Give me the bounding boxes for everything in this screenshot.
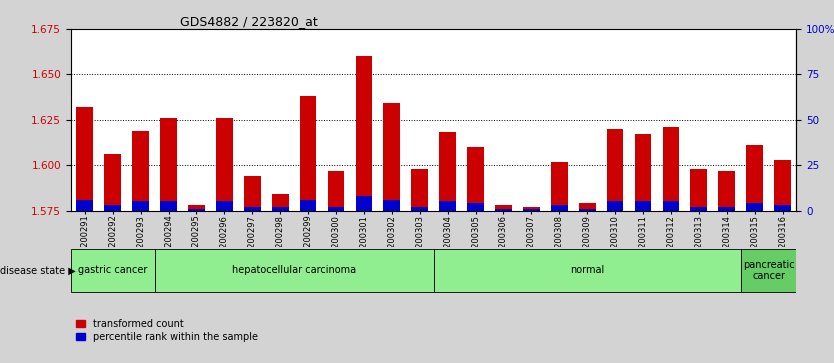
Bar <box>272 194 289 211</box>
Bar <box>440 201 456 211</box>
Bar <box>523 209 540 211</box>
Bar <box>133 201 149 211</box>
Bar <box>272 207 289 211</box>
Bar <box>691 169 707 211</box>
Bar <box>774 205 791 211</box>
Bar <box>133 131 149 211</box>
Bar <box>551 205 568 211</box>
Bar <box>216 201 233 211</box>
Bar <box>411 169 428 211</box>
Bar <box>746 203 763 211</box>
Bar <box>774 160 791 211</box>
Bar <box>355 196 372 211</box>
Bar <box>606 129 624 211</box>
Bar <box>328 207 344 211</box>
Bar <box>467 147 484 211</box>
Bar <box>299 96 316 211</box>
Bar <box>434 249 741 292</box>
Bar <box>154 249 434 292</box>
Bar <box>718 207 735 211</box>
Text: gastric cancer: gastric cancer <box>78 265 148 276</box>
Text: GDS4882 / 223820_at: GDS4882 / 223820_at <box>179 15 318 28</box>
Bar <box>77 107 93 211</box>
Bar <box>244 176 261 211</box>
Text: normal: normal <box>570 265 605 276</box>
Bar <box>299 200 316 211</box>
Bar <box>691 207 707 211</box>
Bar <box>718 171 735 211</box>
Legend: transformed count, percentile rank within the sample: transformed count, percentile rank withi… <box>76 319 259 342</box>
Bar <box>467 203 484 211</box>
Bar <box>216 118 233 211</box>
Text: pancreatic
cancer: pancreatic cancer <box>743 260 794 281</box>
Bar <box>77 200 93 211</box>
Bar <box>104 205 121 211</box>
Bar <box>746 145 763 211</box>
Bar <box>244 207 261 211</box>
Bar <box>440 132 456 211</box>
Bar <box>355 56 372 211</box>
Bar <box>579 209 595 211</box>
Bar <box>579 203 595 211</box>
Text: hepatocellular carcinoma: hepatocellular carcinoma <box>232 265 356 276</box>
Bar <box>523 207 540 211</box>
Bar <box>160 201 177 211</box>
Text: disease state ▶: disease state ▶ <box>0 265 76 276</box>
Bar <box>160 118 177 211</box>
Bar <box>551 162 568 211</box>
Bar <box>188 209 205 211</box>
Bar <box>328 171 344 211</box>
Bar <box>635 134 651 211</box>
Bar <box>495 209 512 211</box>
Bar <box>662 127 679 211</box>
Bar <box>411 207 428 211</box>
Bar <box>71 249 154 292</box>
Bar <box>495 205 512 211</box>
Bar <box>384 200 400 211</box>
Bar <box>662 201 679 211</box>
Bar <box>741 249 796 292</box>
Bar <box>384 103 400 211</box>
Bar <box>104 154 121 211</box>
Bar <box>606 201 624 211</box>
Bar <box>188 205 205 211</box>
Bar <box>635 201 651 211</box>
